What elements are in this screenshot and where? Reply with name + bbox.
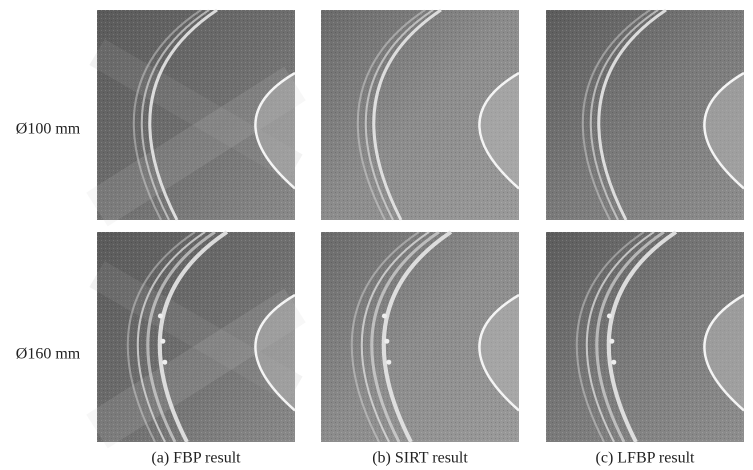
defect (382, 314, 387, 319)
ct-image (546, 10, 744, 220)
defect (162, 360, 167, 365)
column-caption: (a) FBP result (151, 450, 241, 467)
column-caption: (b) SIRT result (372, 450, 468, 467)
defect (160, 339, 165, 344)
defect (384, 339, 389, 344)
row-label: Ø160 mm (16, 346, 81, 363)
ct-image (97, 10, 295, 220)
figure: Ø100 mm Ø160 mm (a) FBP result (b) SIRT … (0, 0, 753, 470)
defect (607, 314, 612, 319)
row-label: Ø100 mm (16, 121, 81, 138)
ct-image (321, 232, 519, 442)
defect (386, 360, 391, 365)
defect (609, 339, 614, 344)
ct-image (321, 10, 519, 220)
ct-image (97, 232, 295, 442)
defect (158, 314, 163, 319)
defect (611, 360, 616, 365)
column-caption: (c) LFBP result (596, 450, 696, 467)
ct-image (546, 232, 744, 442)
